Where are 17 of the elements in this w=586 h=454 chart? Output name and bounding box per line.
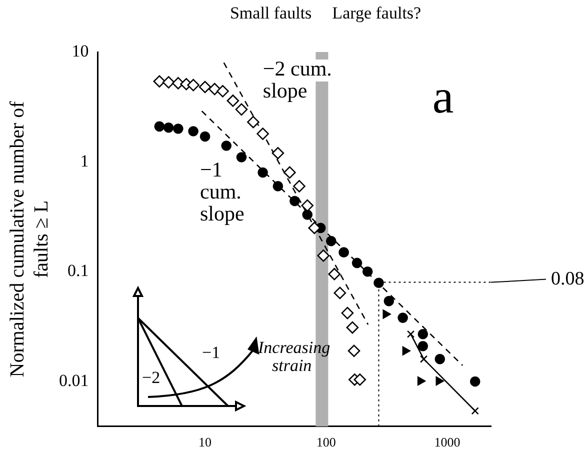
- annotation: a: [432, 70, 454, 124]
- annotation: −2: [142, 368, 160, 387]
- y-tick-label: 0.1: [68, 261, 89, 280]
- x-tick-label: 10: [198, 434, 212, 450]
- y-tick-label: 10: [72, 41, 89, 60]
- annotation: −1: [200, 158, 222, 182]
- x-tick-label: 1000: [434, 434, 460, 450]
- annotation: −2 cum. slope: [262, 56, 332, 103]
- x-tick-label: 100: [316, 434, 336, 450]
- y-axis-title: Normalized cumulative number of faults ≥ L: [6, 100, 52, 378]
- text: Large faults?: [332, 3, 422, 22]
- ref-line-label: 0.08: [551, 268, 584, 290]
- text: Small faults: [230, 3, 312, 22]
- y-tick-label: 1: [80, 151, 89, 170]
- y-tick-label: 0.01: [59, 370, 89, 390]
- annotation: Increasing strain: [257, 338, 330, 375]
- text: cum. slope: [200, 180, 244, 226]
